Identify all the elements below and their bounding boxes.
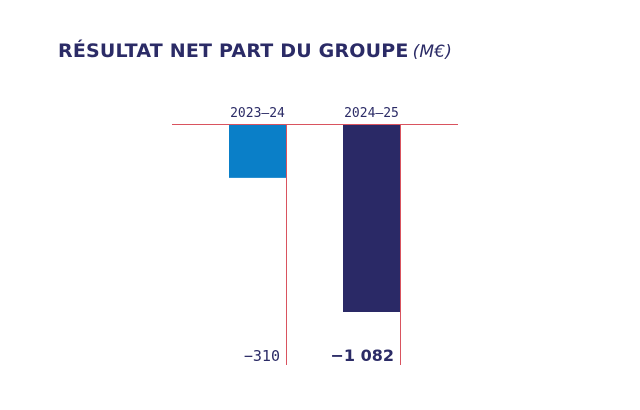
category-label-2024–25: 2024–25 [344,106,399,121]
bar-2023–24 [229,124,286,178]
category-label-2023–24: 2023–24 [230,106,285,121]
chart-title-text: RÉSULTAT NET PART DU GROUPE [58,40,409,62]
value-label-2023–24: −310 [244,347,280,365]
chart-title-unit: (M€) [412,42,453,62]
bar-2024–25 [343,124,400,312]
value-label-2024–25: −1 082 [330,346,394,365]
chart-title: RÉSULTAT NET PART DU GROUPE (M€) [58,40,452,62]
